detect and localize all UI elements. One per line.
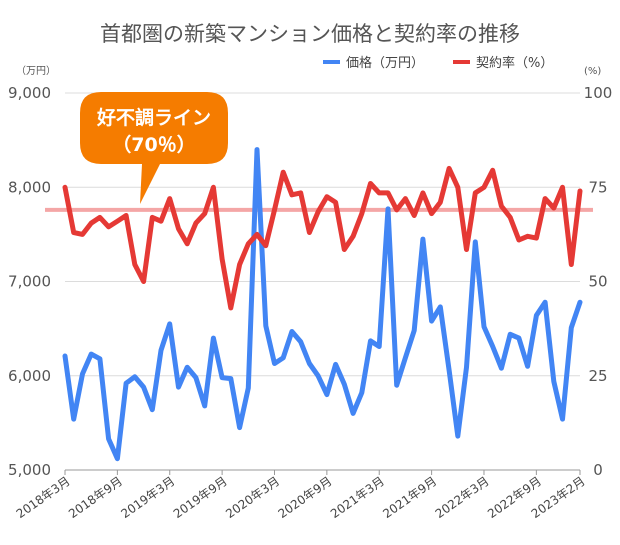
x-tick-label: 2018年3月 [14, 474, 73, 521]
right-axis-unit: (%) [584, 66, 601, 77]
callout-line2: （70％） [112, 133, 195, 156]
x-tick-label: 2018年9月 [66, 474, 125, 521]
legend: 価格（万円） 契約率（%） [323, 55, 553, 71]
x-tick-label: 2019年9月 [171, 474, 230, 521]
right-tick-label: 75 [588, 178, 607, 196]
callout-bubble [80, 92, 228, 204]
series-layer [62, 147, 583, 462]
left-tick-label: 9,000 [8, 84, 51, 102]
left-tick-label: 8,000 [8, 178, 51, 196]
x-tick-label: 2020年9月 [276, 474, 335, 521]
legend-contract-rate-label: 契約率（%） [476, 55, 553, 71]
left-tick-label: 6,000 [8, 367, 51, 385]
x-tick-label: 2021年9月 [380, 474, 439, 521]
x-tick-label: 2020年3月 [223, 474, 282, 521]
x-tick-label: 2019年3月 [118, 474, 177, 521]
series-line-contract-rate [62, 165, 583, 311]
right-tick-label: 25 [588, 367, 607, 385]
left-tick-label: 7,000 [8, 273, 51, 291]
x-tick-label: 2022年3月 [433, 474, 492, 521]
right-tick-label: 100 [584, 84, 613, 102]
left-tick-label: 5,000 [8, 461, 51, 479]
legend-price-label: 価格（万円） [346, 55, 424, 71]
right-tick-label: 50 [588, 273, 607, 291]
left-axis-unit: （万円） [16, 65, 56, 77]
chart-title: 首都圏の新築マンション価格と契約率の推移 [100, 22, 520, 46]
callout-line1: 好不調ライン [96, 106, 211, 129]
right-tick-label: 0 [593, 461, 603, 479]
x-tick-label: 2021年3月 [328, 474, 387, 521]
annotation-callout: 好不調ライン （70％） [80, 92, 228, 204]
series-line-price [62, 147, 583, 462]
